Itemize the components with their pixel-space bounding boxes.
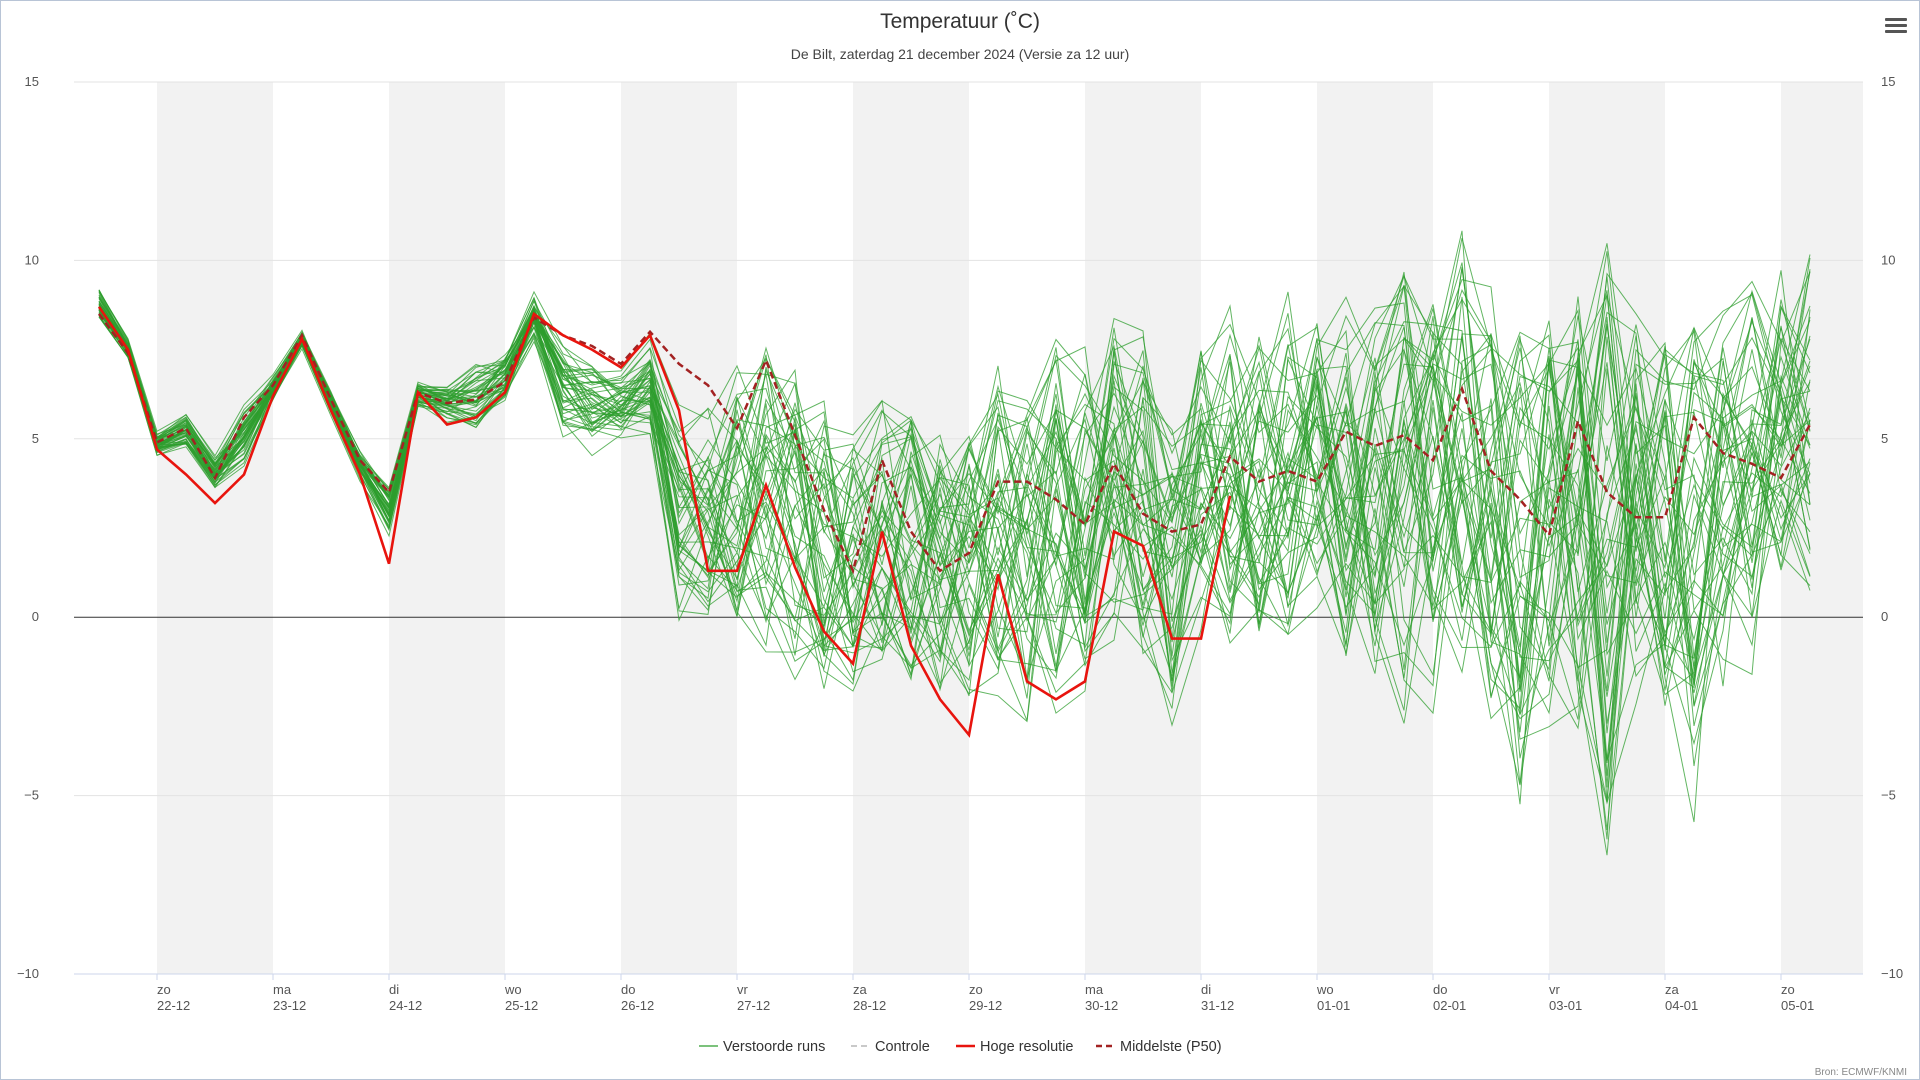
x-tick-day: za: [853, 982, 868, 997]
legend-item[interactable]: Hoge resolutie: [956, 1039, 1074, 1055]
ensemble-run-line: [98, 279, 1811, 662]
x-tick-day: za: [1665, 982, 1680, 997]
x-tick-date: 30-12: [1085, 998, 1118, 1013]
ensemble-runs: [98, 230, 1811, 856]
y-tick-label-left: −10: [17, 966, 39, 981]
y-tick-label-right: 10: [1881, 252, 1895, 267]
y-tick-label-left: 10: [25, 252, 39, 267]
median-line: [97, 313, 1812, 575]
x-tick-date: 31-12: [1201, 998, 1234, 1013]
main-series: [97, 306, 1812, 738]
day-band: [157, 82, 273, 974]
x-tick-date: 05-01: [1781, 998, 1814, 1013]
ensemble-run-line: [98, 294, 1811, 715]
legend-label: Verstoorde runs: [723, 1039, 825, 1055]
x-tick-date: 23-12: [273, 998, 306, 1013]
day-band: [389, 82, 505, 974]
legend-item[interactable]: Verstoorde runs: [699, 1039, 825, 1055]
x-tick-date: 25-12: [505, 998, 538, 1013]
legend-label: Hoge resolutie: [980, 1039, 1074, 1055]
x-tick-date: 29-12: [969, 998, 1002, 1013]
chart-title: Temperatuur (˚C): [880, 10, 1040, 33]
y-tick-label-right: 5: [1881, 431, 1888, 446]
y-tick-label-right: −5: [1881, 788, 1896, 803]
x-tick-date: 22-12: [157, 998, 190, 1013]
ensemble-run-line: [98, 251, 1811, 645]
ensemble-run-line: [98, 311, 1811, 805]
x-tick-day: vr: [737, 982, 749, 997]
day-band: [1317, 82, 1433, 974]
y-tick-label-left: 0: [32, 609, 39, 624]
x-tick-date: 28-12: [853, 998, 886, 1013]
x-tick-day: zo: [157, 982, 171, 997]
x-tick-date: 03-01: [1549, 998, 1582, 1013]
x-tick-day: ma: [273, 982, 292, 997]
x-tick-date: 01-01: [1317, 998, 1350, 1013]
x-tick-day: zo: [969, 982, 983, 997]
ensemble-run-line: [98, 271, 1811, 746]
legend-label: Middelste (P50): [1120, 1039, 1222, 1055]
ensemble-run-line: [98, 285, 1811, 805]
legend-item[interactable]: Middelste (P50): [1096, 1039, 1222, 1055]
ensemble-run-line: [98, 309, 1811, 635]
day-band: [1781, 82, 1863, 974]
legend-item[interactable]: Controle: [851, 1039, 930, 1055]
legend-label: Controle: [875, 1039, 930, 1055]
credit: Bron: ECMWF/KNMI: [1815, 1067, 1907, 1078]
y-tick-label-left: −5: [24, 788, 39, 803]
y-tick-label-left: 15: [25, 74, 39, 89]
x-tick-day: di: [389, 982, 399, 997]
ensemble-run-line: [98, 268, 1811, 679]
chart-subtitle: De Bilt, zaterdag 21 december 2024 (Vers…: [791, 46, 1130, 62]
x-tick-date: 04-01: [1665, 998, 1698, 1013]
x-tick-day: do: [621, 982, 635, 997]
x-tick-day: wo: [1316, 982, 1334, 997]
x-tick-day: vr: [1549, 982, 1561, 997]
y-tick-label-left: 5: [32, 431, 39, 446]
x-tick-date: 02-01: [1433, 998, 1466, 1013]
x-tick-date: 27-12: [737, 998, 770, 1013]
day-band: [621, 82, 737, 974]
y-tick-label-right: 0: [1881, 609, 1888, 624]
y-axis-left: 15 10 5 0 −5 −10: [17, 74, 39, 981]
y-axis-right: 15 10 5 0 −5 −10: [1881, 74, 1903, 981]
menu-hamburger-icon[interactable]: [1881, 15, 1911, 39]
y-tick-label-right: −10: [1881, 966, 1903, 981]
ensemble-run-line: [98, 308, 1811, 764]
x-tick-date: 24-12: [389, 998, 422, 1013]
ensemble-run-line: [98, 262, 1811, 727]
ensemble-run-line: [98, 298, 1811, 683]
x-tick-day: do: [1433, 982, 1447, 997]
legend[interactable]: Verstoorde runs Controle Hoge resolutie Mid…: [699, 1039, 1222, 1055]
hires-line: [97, 306, 1232, 738]
y-tick-label-right: 15: [1881, 74, 1895, 89]
x-tick-day: di: [1201, 982, 1211, 997]
ensemble-run-line: [98, 309, 1811, 724]
x-tick-date: 26-12: [621, 998, 654, 1013]
x-tick-day: zo: [1781, 982, 1795, 997]
x-axis: zo22-12ma23-12di24-12wo25-12do26-12vr27-…: [156, 974, 1814, 1013]
x-tick-day: wo: [504, 982, 522, 997]
x-tick-day: ma: [1085, 982, 1104, 997]
